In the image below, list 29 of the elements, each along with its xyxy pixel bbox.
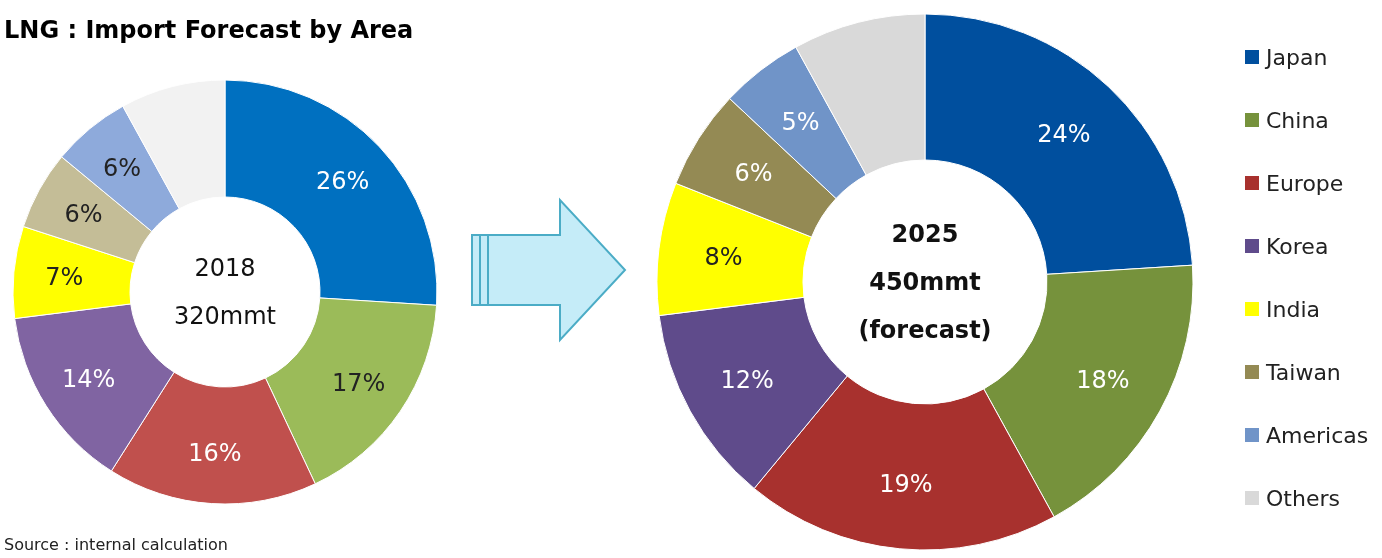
legend-label: Korea [1266, 233, 1329, 259]
text: 2018 [194, 254, 256, 282]
legend-label: India [1266, 296, 1320, 322]
text: 450mmt [869, 268, 981, 296]
data-label: 6% [734, 159, 773, 188]
legend-label: Taiwan [1265, 359, 1341, 385]
data-label: 5% [781, 107, 820, 136]
data-label: 24% [1037, 120, 1091, 149]
data-label: 14% [61, 364, 116, 393]
data-label: 17% [331, 368, 386, 397]
data-label: 12% [720, 365, 774, 394]
data-label: 26% [316, 167, 370, 196]
source-note: Source : internal calculation [4, 535, 228, 554]
legend-label: Others [1266, 485, 1340, 511]
text: 2025 [891, 220, 959, 248]
data-label: 6% [103, 153, 142, 182]
data-label: 18% [1076, 365, 1130, 394]
text: (forecast) [858, 316, 992, 344]
legend-label: China [1266, 107, 1329, 133]
legend-label: Europe [1266, 170, 1344, 196]
data-label: 19% [879, 470, 933, 499]
data-label: 7% [45, 262, 84, 291]
data-label: 16% [188, 439, 242, 468]
legend-label: Japan [1264, 44, 1328, 70]
chart-title: LNG : Import Forecast by Area [4, 16, 414, 44]
data-label: 6% [64, 200, 103, 229]
data-label: 8% [704, 242, 743, 271]
legend-label: Americas [1266, 422, 1369, 448]
text: 320mmt [174, 302, 276, 330]
